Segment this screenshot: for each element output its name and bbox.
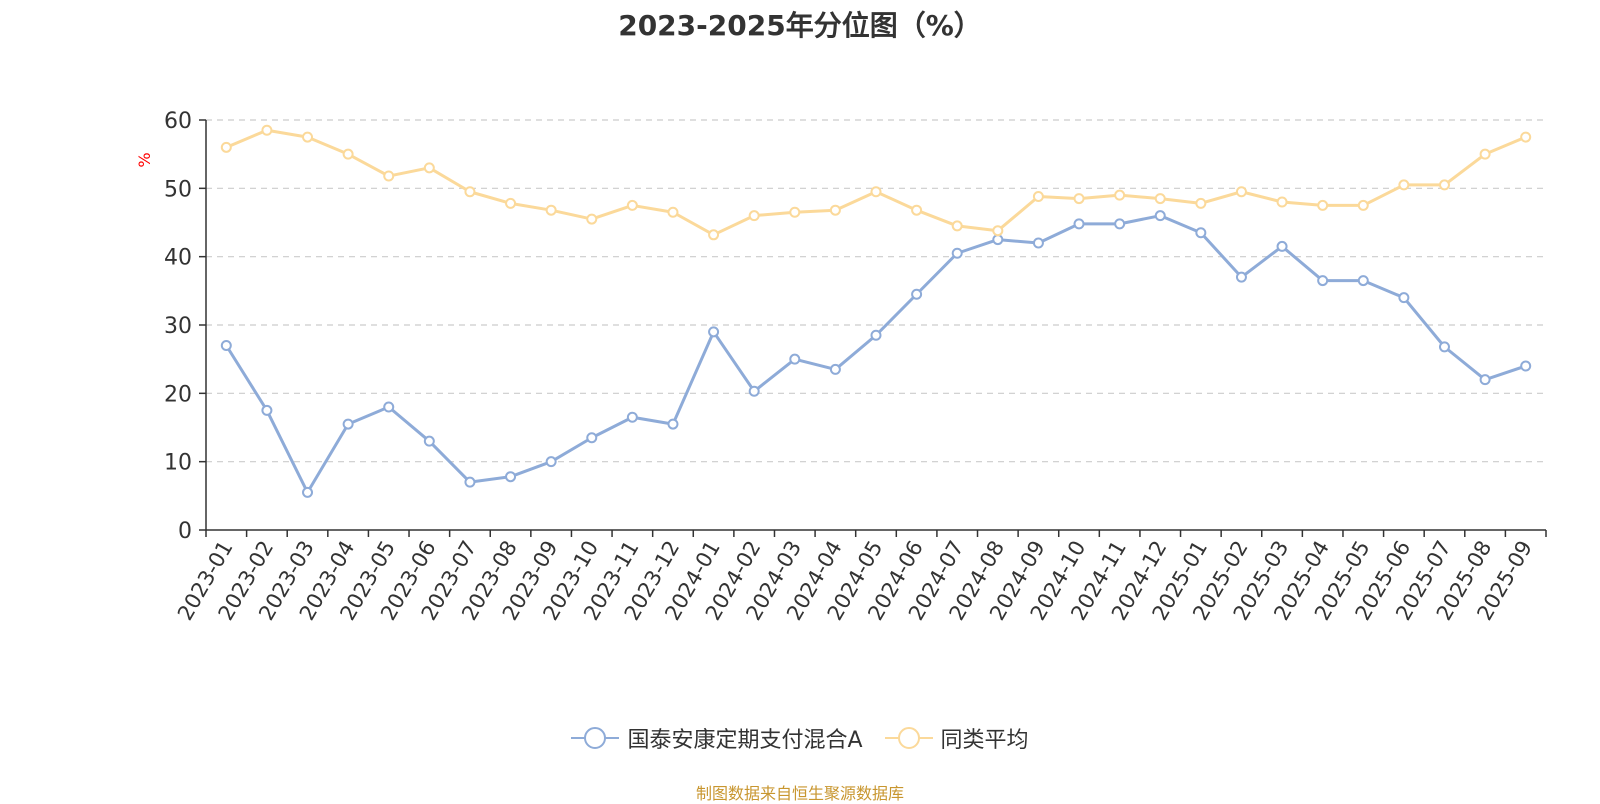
data-point-series-0 bbox=[1357, 275, 1369, 287]
data-point-series-1 bbox=[261, 124, 273, 136]
data-point-series-1 bbox=[870, 186, 882, 198]
data-point-series-1 bbox=[423, 162, 435, 174]
x-tick-labels: 2023-012023-022023-032023-042023-052023-… bbox=[173, 537, 1537, 625]
data-point-series-0 bbox=[586, 432, 598, 444]
data-point-series-0 bbox=[505, 471, 517, 483]
data-point-series-0 bbox=[626, 411, 638, 423]
legend-item-series-b[interactable]: 同类平均 bbox=[884, 722, 1029, 754]
data-point-series-0 bbox=[1032, 237, 1044, 249]
legend: 国泰安康定期支付混合A 同类平均 bbox=[0, 722, 1600, 754]
data-point-series-1 bbox=[342, 148, 354, 160]
series-line-1 bbox=[225, 128, 1527, 237]
data-point-series-0 bbox=[220, 340, 232, 351]
data-point-series-1 bbox=[586, 213, 598, 225]
legend-marker-series-b bbox=[884, 727, 933, 749]
y-tick-label: 60 bbox=[164, 109, 192, 134]
y-axis-title: % bbox=[135, 152, 154, 167]
data-point-series-0 bbox=[1520, 360, 1532, 372]
data-point-series-0 bbox=[708, 326, 720, 338]
series-lines bbox=[220, 124, 1532, 498]
data-point-series-1 bbox=[1357, 199, 1369, 211]
y-tick-label: 40 bbox=[164, 246, 192, 271]
data-point-series-1 bbox=[220, 141, 232, 153]
y-axis-title-group: % bbox=[135, 152, 154, 167]
source-note: 制图数据来自恒生聚源数据库 bbox=[695, 784, 904, 803]
data-point-series-1 bbox=[1438, 179, 1450, 191]
data-point-series-0 bbox=[789, 353, 801, 365]
y-tick-label: 10 bbox=[164, 451, 192, 476]
y-tick-labels: 0 10 20 30 40 50 60 bbox=[164, 109, 192, 544]
data-point-series-1 bbox=[1073, 193, 1085, 205]
data-point-series-1 bbox=[1235, 186, 1247, 198]
data-point-series-1 bbox=[1032, 191, 1044, 203]
data-point-series-0 bbox=[1154, 210, 1166, 222]
legend-item-series-a[interactable]: 国泰安康定期支付混合A bbox=[571, 722, 863, 754]
data-point-series-0 bbox=[1438, 341, 1450, 353]
y-tick-label: 30 bbox=[164, 314, 192, 339]
data-point-series-1 bbox=[951, 220, 963, 232]
data-point-series-0 bbox=[748, 385, 760, 397]
data-point-series-1 bbox=[302, 131, 314, 143]
data-point-series-0 bbox=[1235, 271, 1247, 283]
y-tick-label: 50 bbox=[164, 177, 192, 202]
data-point-series-1 bbox=[545, 204, 557, 216]
y-tick-label: 20 bbox=[164, 382, 192, 407]
grid-lines bbox=[206, 119, 1546, 463]
data-point-series-1 bbox=[992, 225, 1004, 237]
data-point-series-1 bbox=[1195, 197, 1207, 209]
line-chart: % 2023-012023-022023-032023-042023-05202… bbox=[135, 109, 1547, 625]
data-point-series-0 bbox=[1276, 240, 1288, 252]
data-point-series-0 bbox=[829, 363, 841, 375]
data-point-series-1 bbox=[667, 206, 679, 218]
data-point-series-1 bbox=[789, 206, 801, 218]
data-point-series-1 bbox=[1276, 196, 1288, 208]
chart-title: 2023-2025年分位图（%） bbox=[618, 9, 982, 42]
data-point-series-1 bbox=[748, 210, 760, 222]
data-point-series-0 bbox=[1073, 218, 1085, 230]
data-point-series-1 bbox=[1114, 189, 1126, 201]
legend-marker-series-a bbox=[571, 727, 620, 749]
legend-label-series-b: 同类平均 bbox=[940, 728, 1029, 753]
data-point-series-1 bbox=[1398, 179, 1410, 191]
data-point-series-0 bbox=[464, 476, 476, 488]
data-point-series-0 bbox=[545, 456, 557, 468]
data-point-series-1 bbox=[911, 204, 923, 216]
data-point-series-0 bbox=[667, 418, 679, 430]
data-point-series-1 bbox=[1520, 131, 1532, 143]
data-point-series-1 bbox=[829, 204, 841, 216]
data-point-series-0 bbox=[1195, 227, 1207, 239]
data-point-series-0 bbox=[342, 418, 354, 430]
data-point-series-0 bbox=[1398, 292, 1410, 304]
data-point-series-0 bbox=[383, 401, 395, 413]
data-point-series-0 bbox=[1114, 218, 1126, 230]
legend-label-series-a: 国泰安康定期支付混合A bbox=[627, 728, 863, 753]
data-point-series-1 bbox=[626, 199, 638, 211]
data-point-series-1 bbox=[1479, 148, 1491, 160]
data-point-series-1 bbox=[383, 170, 395, 182]
data-point-series-1 bbox=[708, 229, 720, 241]
data-point-series-0 bbox=[870, 329, 882, 341]
data-point-series-0 bbox=[992, 234, 1004, 246]
data-point-series-0 bbox=[1479, 374, 1491, 386]
data-point-series-1 bbox=[1317, 199, 1329, 211]
axes bbox=[199, 119, 1547, 537]
data-point-series-0 bbox=[951, 247, 963, 259]
data-point-series-1 bbox=[1154, 193, 1166, 205]
data-point-series-1 bbox=[464, 186, 476, 198]
data-point-series-0 bbox=[302, 486, 314, 498]
data-point-series-0 bbox=[1317, 275, 1329, 287]
data-point-series-0 bbox=[423, 435, 435, 447]
data-point-series-0 bbox=[261, 404, 273, 416]
data-point-series-0 bbox=[911, 288, 923, 300]
data-point-series-1 bbox=[505, 197, 517, 209]
y-tick-label: 0 bbox=[178, 519, 192, 544]
